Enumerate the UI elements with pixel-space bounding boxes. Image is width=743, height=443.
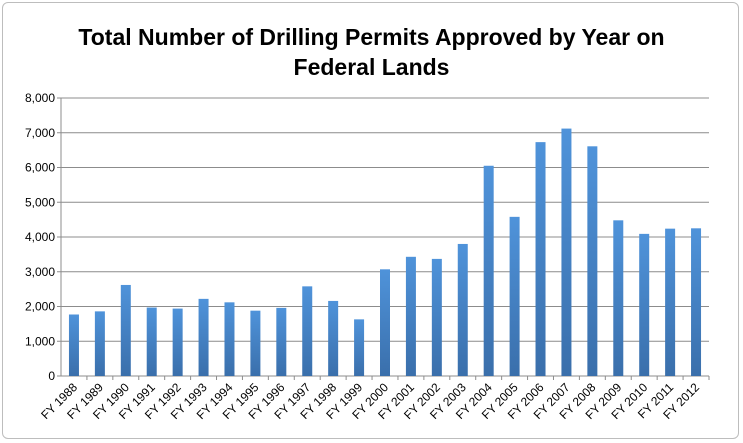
chart-frame	[2, 2, 739, 439]
bar-fy-2006	[535, 142, 546, 376]
bar-fy-2012	[691, 228, 702, 376]
bar-fy-1989	[94, 311, 105, 376]
chart-title: Total Number of Drilling Permits Approve…	[0, 22, 743, 82]
y-tick-label: 5,000	[25, 195, 55, 209]
y-tick-label: 2,000	[25, 300, 55, 314]
y-tick-label: 3,000	[25, 265, 55, 279]
bar-fy-1992	[172, 308, 183, 376]
y-tick-label: 1,000	[25, 334, 55, 348]
bar-fy-1997	[302, 286, 313, 376]
bar-fy-1990	[120, 284, 131, 376]
bar-fy-2004	[483, 165, 494, 376]
bar-fy-2005	[509, 216, 520, 376]
bar-fy-1994	[224, 302, 235, 376]
y-tick-label: 0	[48, 369, 55, 383]
bar-fy-2010	[639, 233, 650, 376]
bar-fy-1999	[354, 319, 365, 376]
bar-fy-2008	[587, 146, 598, 376]
bar-fy-1991	[146, 307, 157, 376]
bar-fy-2000	[380, 269, 390, 376]
y-tick-label: 4,000	[25, 230, 55, 244]
bar-fy-1998	[328, 300, 339, 376]
chart-title-line2: Federal Lands	[293, 54, 450, 80]
bar-fy-2009	[613, 220, 624, 376]
bar-fy-2002	[431, 258, 442, 376]
bar-fy-1988	[68, 314, 79, 376]
bar-fy-2001	[405, 256, 416, 376]
bar-fy-2007	[561, 128, 572, 376]
chart-title-line1: Total Number of Drilling Permits Approve…	[78, 24, 665, 50]
y-tick-label: 8,000	[25, 91, 55, 105]
y-tick-label: 6,000	[25, 161, 55, 175]
bar-fy-1993	[198, 298, 209, 376]
bar-fy-1995	[250, 310, 261, 376]
bar-fy-2011	[665, 228, 676, 376]
bar-fy-1996	[276, 307, 287, 376]
y-tick-label: 7,000	[25, 126, 55, 140]
bar-fy-2003	[457, 243, 468, 376]
